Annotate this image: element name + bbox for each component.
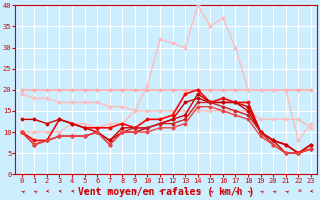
- X-axis label: Vent moyen/en rafales ( km/h ): Vent moyen/en rafales ( km/h ): [78, 187, 254, 197]
